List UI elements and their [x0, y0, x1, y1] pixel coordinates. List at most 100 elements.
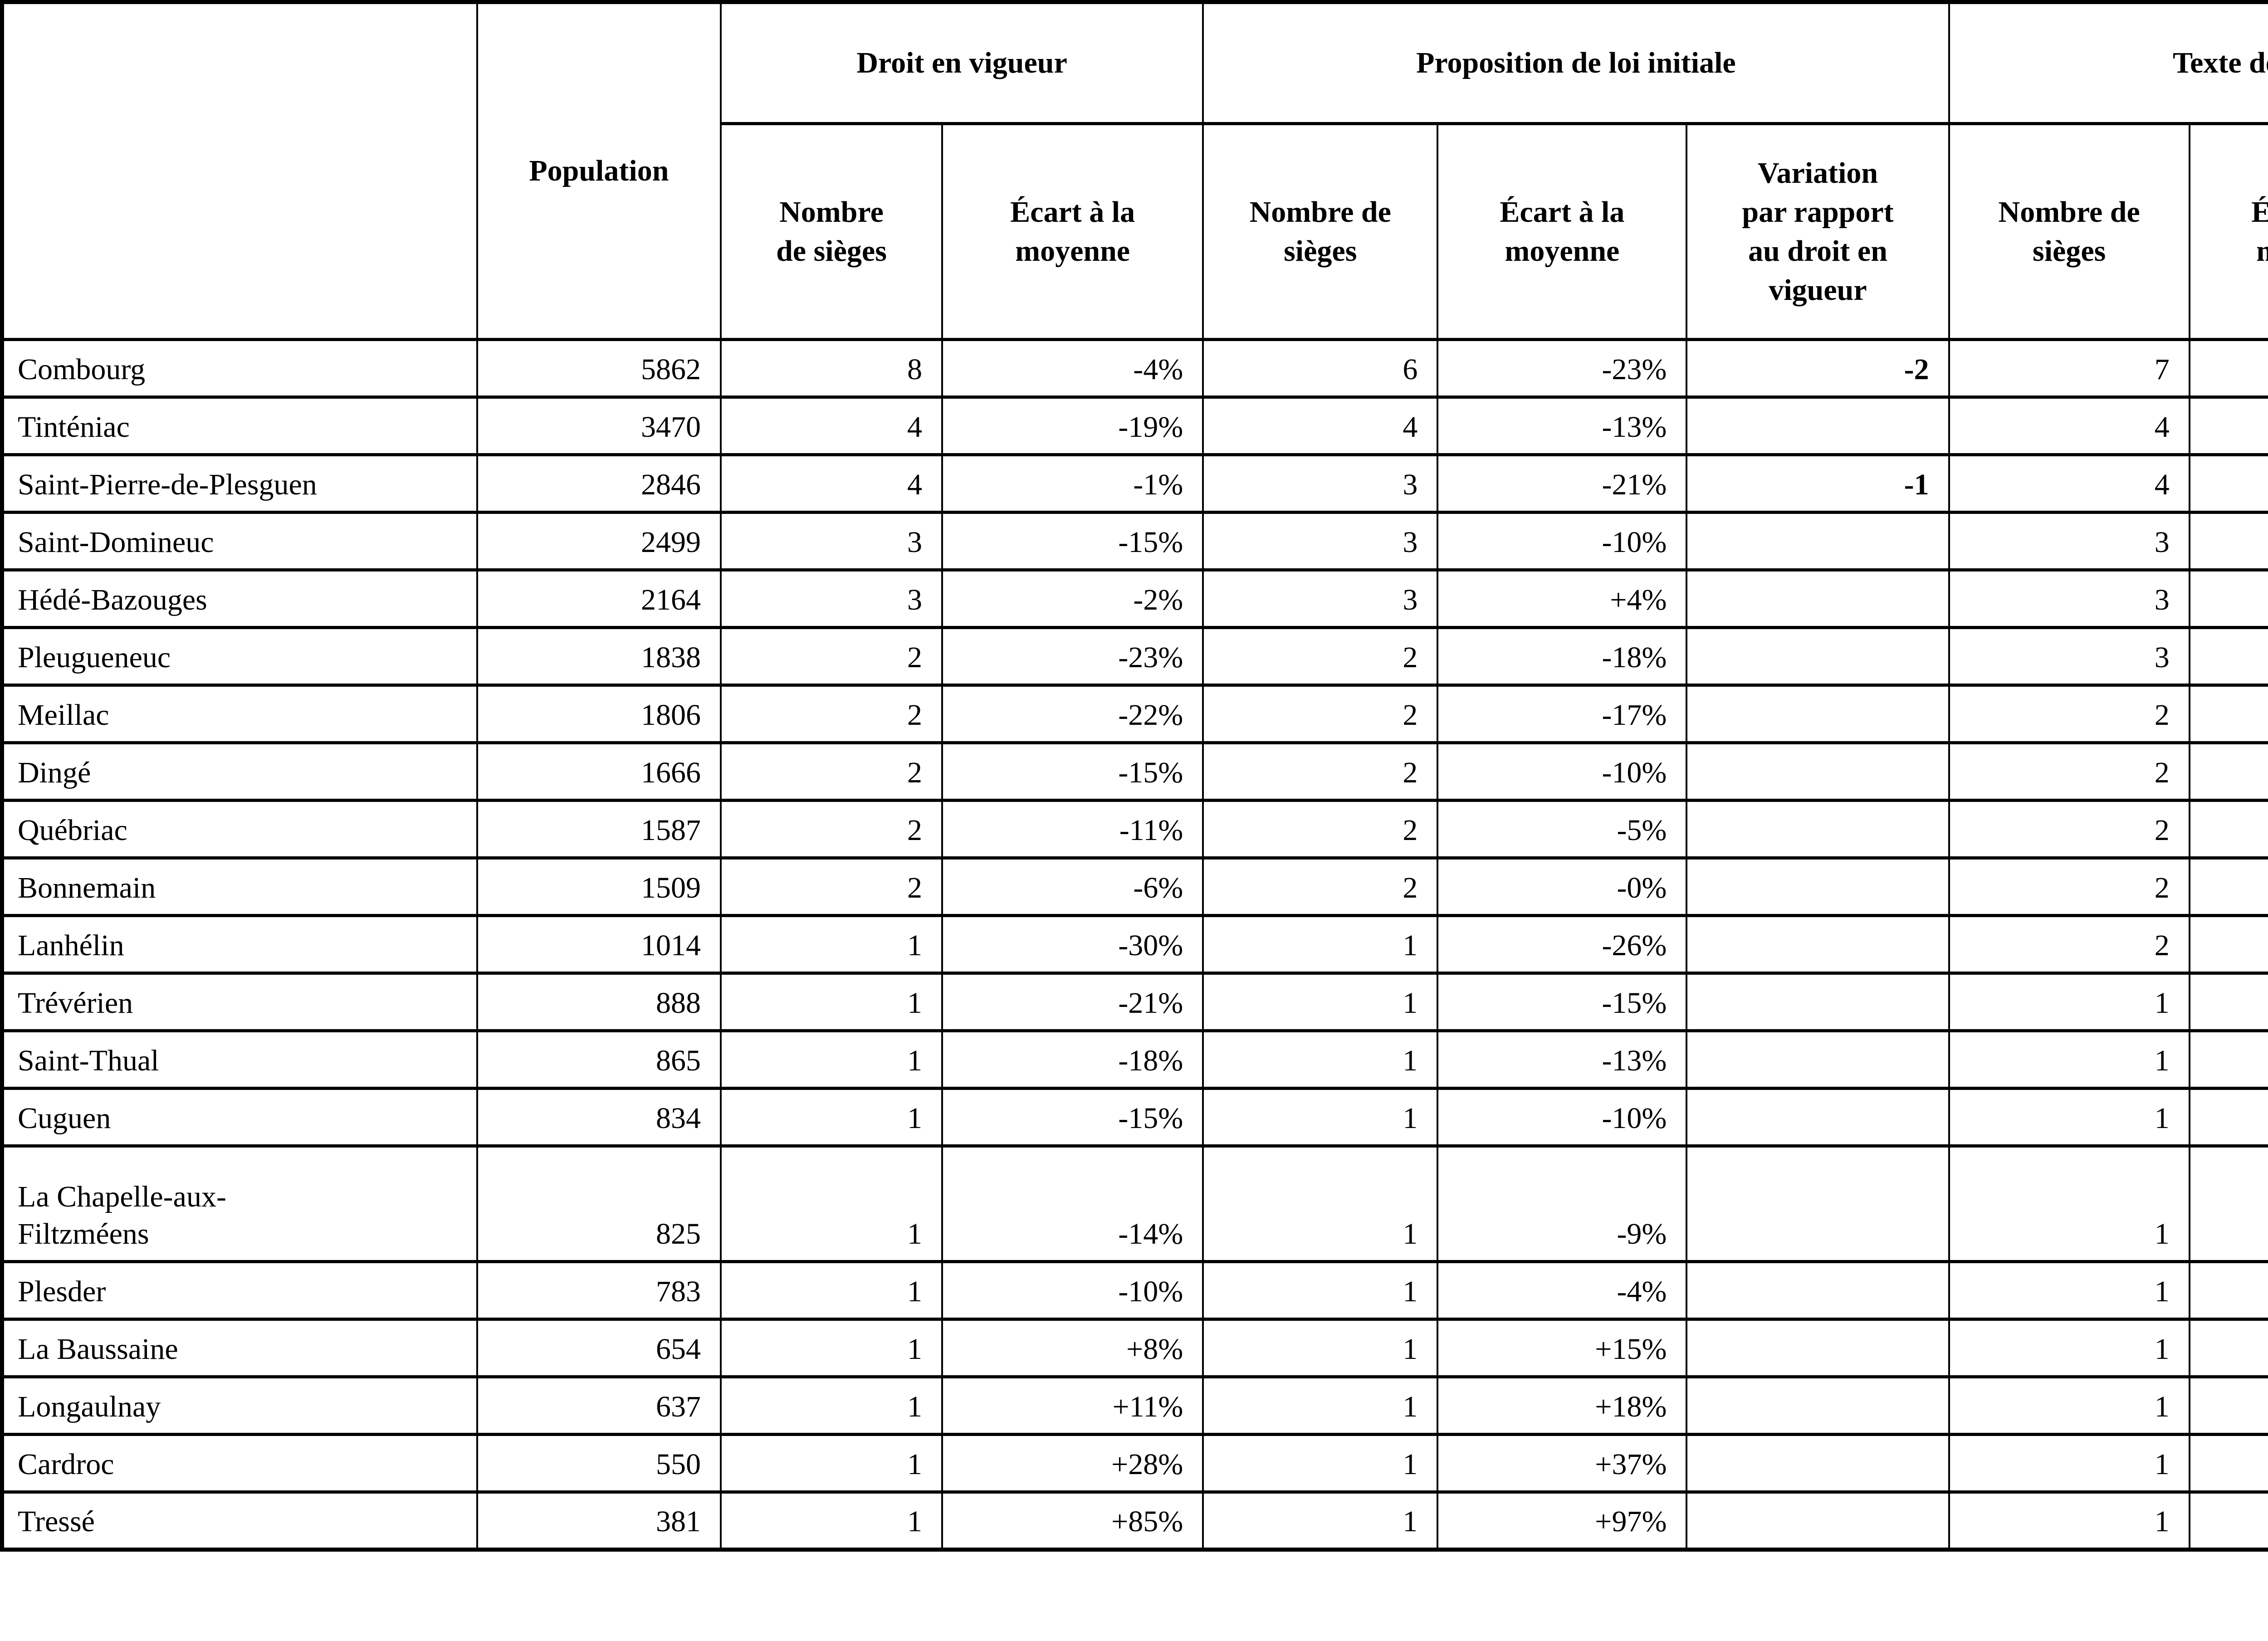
cell-population: 834 — [476, 1087, 722, 1148]
cell-tc-sieges: 2 — [1948, 856, 2190, 917]
header-pli-variation: Variation par rapport au droit en vigueu… — [1686, 122, 1950, 341]
cell-population: 381 — [476, 1490, 722, 1551]
cell-pli-sieges: 3 — [1202, 453, 1439, 514]
cell-dv-sieges: 1 — [719, 1375, 943, 1436]
cell-tc-ecart: -13% — [2188, 799, 2268, 860]
cell-dv-sieges: 1 — [719, 972, 943, 1032]
cell-pli-variation — [1686, 1318, 1950, 1378]
cell-tc-ecart: -17% — [2188, 511, 2268, 571]
cell-tc-sieges: 1 — [1948, 1433, 2190, 1494]
cell-tc-ecart: -20% — [2188, 1029, 2268, 1090]
cell-pli-variation: -1 — [1686, 453, 1950, 514]
cell-population: 1806 — [476, 684, 722, 744]
cell-dv-sieges: 4 — [719, 396, 943, 456]
cell-pli-variation — [1686, 972, 1950, 1032]
cell-population: 2499 — [476, 511, 722, 571]
cell-dv-sieges: 1 — [719, 914, 943, 975]
cell-pli-ecart: -4% — [1437, 1260, 1688, 1321]
table-header: Population Droit en vigueur Proposition … — [1, 0, 2268, 341]
cell-tc-sieges: 3 — [1948, 568, 2190, 629]
cell-dv-ecart: -4% — [941, 338, 1204, 399]
cell-tc-sieges: 1 — [1948, 1260, 2190, 1321]
cell-pli-ecart: -21% — [1437, 453, 1688, 514]
corner-cell — [1, 0, 478, 341]
cell-dv-ecart: -21% — [941, 972, 1204, 1032]
cell-pli-sieges: 1 — [1202, 1144, 1439, 1263]
cell-dv-sieges: 2 — [719, 799, 943, 860]
cell-dv-ecart: -14% — [941, 1144, 1204, 1263]
cell-dv-sieges: 2 — [719, 684, 943, 744]
cell-dv-ecart: -2% — [941, 568, 1204, 629]
header-dv-ecart-moyenne: Écart à la moyenne — [941, 122, 1204, 341]
table-row: La Chapelle-aux- Filtzméens 825 1 -14% 1 -9% 1… — [1, 1144, 2268, 1263]
cell-population: 783 — [476, 1260, 722, 1321]
cell-population: 1666 — [476, 741, 722, 802]
cell-dv-sieges: 3 — [719, 511, 943, 571]
cell-dv-ecart: -30% — [941, 914, 1204, 975]
cell-pli-sieges: 2 — [1202, 741, 1439, 802]
cell-dv-ecart: -18% — [941, 1029, 1204, 1090]
cell-pli-sieges: 1 — [1202, 1260, 1439, 1321]
cell-tc-ecart: +81% — [2188, 1490, 2268, 1551]
cell-name: Saint-Domineuc — [1, 511, 478, 571]
cell-pli-variation — [1686, 1260, 1950, 1321]
cell-tc-sieges: 1 — [1948, 1029, 2190, 1090]
cell-pli-sieges: 2 — [1202, 684, 1439, 744]
cell-pli-sieges: 2 — [1202, 626, 1439, 687]
header-population: Population — [476, 0, 722, 341]
cell-name: Dingé — [1, 741, 478, 802]
cell-name: Tressé — [1, 1490, 478, 1551]
cell-pli-variation — [1686, 1144, 1950, 1263]
cell-tc-ecart: -3% — [2188, 453, 2268, 514]
cell-tc-ecart: -4% — [2188, 568, 2268, 629]
cell-population: 3470 — [476, 396, 722, 456]
table-body: Combourg58628-4%6-23%-27-17%-1Tinténiac3… — [1, 338, 2268, 1551]
cell-name: Hédé-Bazouges — [1, 568, 478, 629]
cell-tc-ecart: -16% — [2188, 1144, 2268, 1263]
cell-population: 1014 — [476, 914, 722, 975]
cell-pli-ecart: +4% — [1437, 568, 1688, 629]
header-dv-nombre-sieges: Nombre de sièges — [719, 122, 943, 341]
cell-dv-ecart: +28% — [941, 1433, 1204, 1494]
cell-tc-ecart: +26% — [2188, 1433, 2268, 1494]
cell-tc-ecart: -12% — [2188, 1260, 2268, 1321]
cell-pli-variation — [1686, 799, 1950, 860]
cell-dv-ecart: -22% — [941, 684, 1204, 744]
cell-dv-ecart: -19% — [941, 396, 1204, 456]
cell-name: Saint-Thual — [1, 1029, 478, 1090]
cell-pli-ecart: -23% — [1437, 338, 1688, 399]
cell-pli-ecart: -10% — [1437, 1087, 1688, 1148]
cell-name: Tinténiac — [1, 396, 478, 456]
cell-population: 865 — [476, 1029, 722, 1090]
cell-pli-sieges: 1 — [1202, 914, 1439, 975]
cell-pli-variation — [1686, 626, 1950, 687]
cell-dv-ecart: -15% — [941, 1087, 1204, 1148]
cell-pli-variation — [1686, 914, 1950, 975]
cell-population: 2164 — [476, 568, 722, 629]
cell-name: Québriac — [1, 799, 478, 860]
cell-population: 1509 — [476, 856, 722, 917]
cell-tc-sieges: 2 — [1948, 684, 2190, 744]
cell-pli-ecart: +37% — [1437, 1433, 1688, 1494]
cell-population: 550 — [476, 1433, 722, 1494]
cell-pli-sieges: 4 — [1202, 396, 1439, 456]
cell-tc-sieges: 4 — [1948, 396, 2190, 456]
cell-tc-ecart: +13% — [2188, 626, 2268, 687]
cell-tc-ecart: -23% — [2188, 684, 2268, 744]
cell-dv-sieges: 1 — [719, 1029, 943, 1090]
cell-tc-ecart: +9% — [2188, 1375, 2268, 1436]
cell-population: 654 — [476, 1318, 722, 1378]
cell-pli-sieges: 3 — [1202, 511, 1439, 571]
cell-pli-sieges: 1 — [1202, 1029, 1439, 1090]
